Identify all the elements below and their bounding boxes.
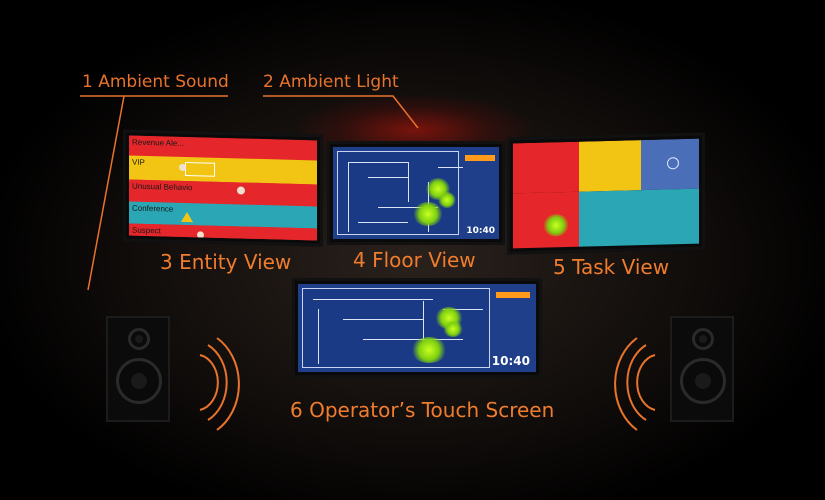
warning-icon (181, 211, 193, 223)
left-speaker (106, 316, 170, 422)
woofer (116, 358, 162, 404)
task-tile[interactable] (513, 141, 579, 194)
status-bar (496, 292, 530, 298)
touch-clock: 10:40 (491, 354, 530, 368)
task-view-screen (513, 138, 699, 249)
task-tile[interactable] (579, 140, 641, 192)
add-icon (667, 157, 679, 170)
floor-view-label: 4 Floor View (353, 248, 476, 272)
task-tile[interactable] (513, 191, 579, 249)
floor-clock: 10:40 (466, 226, 495, 236)
avatar (179, 163, 186, 172)
floor-view-screen: 10:40 (333, 147, 499, 239)
floor-plan (337, 151, 463, 235)
touch-screen[interactable]: 10:40 (298, 284, 536, 372)
ambient-light-label: 2 Ambient Light (263, 72, 399, 92)
entity-view-screen: Revenue Ale... VIP Unusual Behavio Confe… (129, 135, 317, 241)
avatar (197, 231, 204, 239)
right-speaker (670, 316, 734, 422)
touch-floor-plan (302, 288, 490, 368)
avatar (237, 186, 245, 195)
ambient-sound-label: 1 Ambient Sound (82, 72, 229, 92)
touch-screen-label: 6 Operator’s Touch Screen (290, 398, 555, 422)
floor-view-monitor: 10:40 (327, 141, 505, 245)
tweeter (128, 328, 150, 350)
task-tile[interactable] (641, 188, 699, 249)
tweeter (692, 328, 714, 350)
touch-screen-monitor: 10:40 (292, 278, 542, 378)
task-view-label: 5 Task View (553, 255, 670, 279)
woofer (680, 358, 726, 404)
thumbnail-map (185, 162, 215, 177)
task-tile[interactable] (641, 138, 699, 191)
status-bar (465, 155, 495, 161)
task-view-monitor (507, 132, 705, 255)
entity-view-label: 3 Entity View (160, 250, 292, 274)
task-tile[interactable] (579, 190, 641, 249)
entity-view-monitor: Revenue Ale... VIP Unusual Behavio Confe… (123, 129, 323, 247)
